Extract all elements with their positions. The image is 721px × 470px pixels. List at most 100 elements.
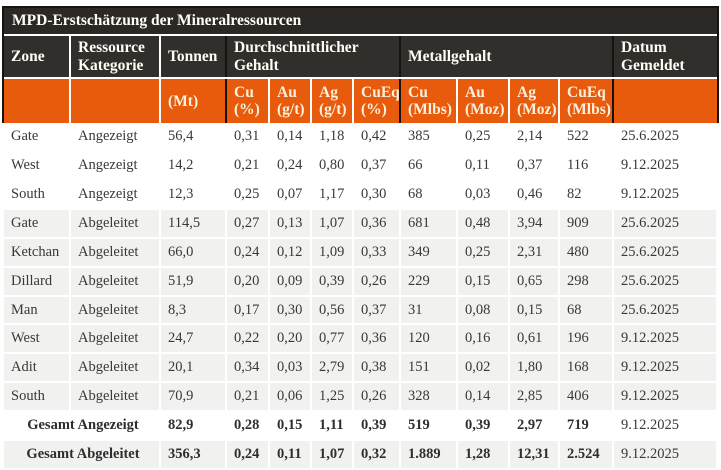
ag-grade-cell: 0,80 [311,151,354,182]
au-grade-cell: 0,09 [269,266,312,297]
cu-metal-cell: 31 [400,295,458,326]
unit-tonnes: (Mt) [160,78,227,124]
ag-grade-cell: 1,11 [311,410,354,441]
ag-metal-cell: 0,65 [509,266,560,297]
cueq-metal-cell: 909 [559,208,614,239]
zone-cell: West [4,324,71,355]
ag-grade-cell: 1,07 [311,439,354,470]
ag-metal-cell: 2,14 [509,123,560,153]
cu-grade-cell: 0,20 [226,266,270,297]
au-grade-cell: 0,12 [269,237,312,268]
table-row: South Abgeleitet 70,9 0,21 0,06 1,25 0,26 328 0,… [4,382,718,412]
cueq-metal-cell: 116 [559,151,614,182]
unit-cueq-metal: CuEq (Mlbs) [559,78,614,124]
cu-metal-cell: 68 [400,180,458,210]
tonnes-cell: 51,9 [160,266,227,297]
cu-grade-cell: 0,21 [226,382,270,412]
table-row: Gate Abgeleitet 114,5 0,27 0,13 1,07 0,36 681 0,… [4,208,718,239]
date-cell: 9.12.2025 [613,382,718,412]
cu-grade-cell: 0,34 [226,353,270,384]
unit-cu-grade: Cu (%) [226,78,270,124]
cueq-metal-cell: 196 [559,324,614,355]
date-cell: 9.12.2025 [613,439,718,470]
au-metal-cell: 0,15 [457,266,510,297]
au-metal-cell: 0,03 [457,180,510,210]
col-header-date: Datum Gemeldet [613,34,718,80]
zone-cell: Gate [4,208,71,239]
cu-metal-cell: 349 [400,237,458,268]
unit-spacer-date [613,78,718,124]
cu-grade-cell: 0,24 [226,439,270,470]
au-grade-cell: 0,13 [269,208,312,239]
unit-header-row: (Mt) Cu (%) Au (g/t) Ag (g/t) CuEq (%) C… [4,78,718,124]
au-grade-cell: 0,03 [269,353,312,384]
cu-grade-cell: 0,24 [226,237,270,268]
cueq-metal-cell: 2.524 [559,439,614,470]
date-cell: 9.12.2025 [613,180,718,210]
cueq-grade-cell: 0,33 [353,237,401,268]
total-label: Gesamt Angezeigt [4,410,161,441]
unit-au-grade: Au (g/t) [269,78,312,124]
cueq-metal-cell: 406 [559,382,614,412]
tonnes-cell: 8,3 [160,295,227,326]
tonnes-cell: 82,9 [160,410,227,441]
table-row: Dillard Abgeleitet 51,9 0,20 0,09 0,39 0,26 229… [4,266,718,297]
cueq-grade-cell: 0,38 [353,353,401,384]
unit-spacer-zone [4,78,71,124]
tonnes-cell: 24,7 [160,324,227,355]
cu-grade-cell: 0,28 [226,410,270,441]
au-grade-cell: 0,20 [269,324,312,355]
ag-grade-cell: 0,77 [311,324,354,355]
unit-ag-grade: Ag (g/t) [311,78,354,124]
unit-spacer-category [70,78,161,124]
au-grade-cell: 0,15 [269,410,312,441]
cueq-grade-cell: 0,37 [353,295,401,326]
cu-metal-cell: 1.889 [400,439,458,470]
ag-metal-cell: 2,31 [509,237,560,268]
ag-grade-cell: 2,79 [311,353,354,384]
header-table: MPD-Erstschätzung der Mineralressourcen … [4,8,718,124]
au-metal-cell: 0,16 [457,324,510,355]
cueq-metal-cell: 298 [559,266,614,297]
category-cell: Abgeleitet [70,208,161,239]
category-cell: Angezeigt [70,180,161,210]
resource-table-body: Gate Angezeigt 56,4 0,31 0,14 1,18 0,42 385 0,25… [4,123,718,470]
tonnes-cell: 20,1 [160,353,227,384]
tonnes-cell: 56,4 [160,123,227,153]
zone-cell: West [4,151,71,182]
au-grade-cell: 0,14 [269,123,312,153]
cueq-grade-cell: 0,37 [353,151,401,182]
cu-grade-cell: 0,17 [226,295,270,326]
table-row: Man Abgeleitet 8,3 0,17 0,30 0,56 0,37 31 0,08 0,… [4,295,718,326]
ag-grade-cell: 0,39 [311,266,354,297]
cueq-grade-cell: 0,26 [353,266,401,297]
table-header-frame: MPD-Erstschätzung der Mineralressourcen … [2,6,719,124]
category-cell: Abgeleitet [70,324,161,355]
cueq-metal-cell: 522 [559,123,614,153]
ag-grade-cell: 1,25 [311,382,354,412]
table-row: Adit Abgeleitet 20,1 0,34 0,03 2,79 0,38 151 0,0… [4,353,718,384]
cu-metal-cell: 328 [400,382,458,412]
ag-grade-cell: 0,56 [311,295,354,326]
category-cell: Angezeigt [70,151,161,182]
cueq-metal-cell: 168 [559,353,614,384]
cu-metal-cell: 151 [400,353,458,384]
au-metal-cell: 0,14 [457,382,510,412]
cueq-grade-cell: 0,39 [353,410,401,441]
unit-au-metal: Au (Moz) [457,78,510,124]
cu-metal-cell: 385 [400,123,458,153]
table-row: West Angezeigt 14,2 0,21 0,24 0,80 0,37 66 0,11 0… [4,151,718,182]
category-cell: Angezeigt [70,123,161,153]
au-metal-cell: 0,02 [457,353,510,384]
date-cell: 25.6.2025 [613,237,718,268]
cueq-grade-cell: 0,32 [353,439,401,470]
au-metal-cell: 0,08 [457,295,510,326]
ag-metal-cell: 2,85 [509,382,560,412]
col-header-zone: Zone [4,34,71,80]
table-row: South Angezeigt 12,3 0,25 0,07 1,17 0,30 68 0,03… [4,180,718,210]
cueq-grade-cell: 0,36 [353,324,401,355]
body-table: Gate Angezeigt 56,4 0,31 0,14 1,18 0,42 385 0,25… [4,123,718,470]
date-cell: 9.12.2025 [613,353,718,384]
cueq-metal-cell: 68 [559,295,614,326]
